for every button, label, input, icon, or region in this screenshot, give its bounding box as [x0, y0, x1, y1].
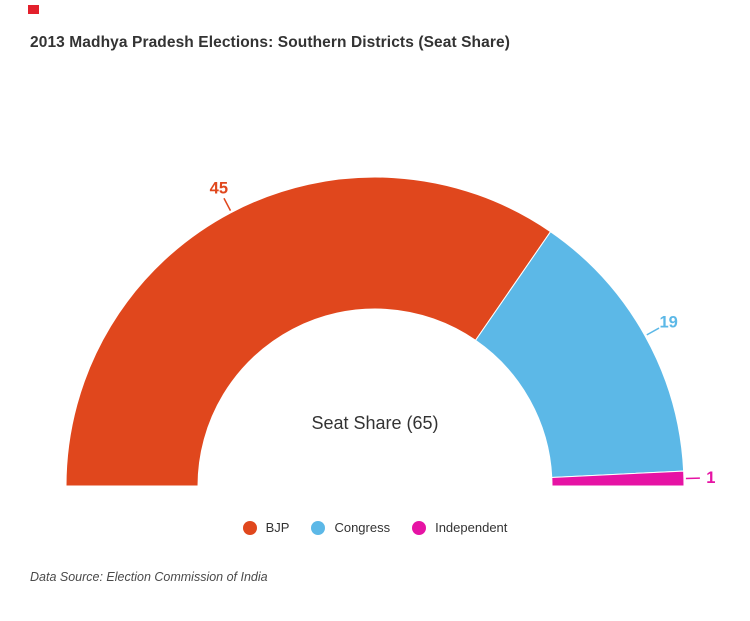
congress-value-label: 19	[659, 314, 677, 332]
brand-mark	[28, 5, 39, 14]
segment-independent	[551, 470, 685, 487]
legend-item-congress: Congress	[311, 520, 390, 535]
center-label: Seat Share (65)	[311, 413, 438, 433]
bjp-value-label: 45	[210, 179, 228, 197]
congress-color-dot	[311, 520, 326, 535]
legend-item-independent: Independent	[412, 520, 507, 535]
independent-color-dot	[412, 520, 427, 535]
segment-bjp	[65, 176, 552, 487]
independent-value-label: 1	[706, 469, 715, 487]
source-note: Data Source: Election Commission of Indi…	[30, 570, 268, 584]
congress-callout-line	[646, 327, 660, 336]
legend-label-bjp: BJP	[265, 520, 290, 535]
legend: BJP Congress Independent	[0, 520, 750, 535]
legend-item-bjp: BJP	[242, 520, 290, 535]
segment-congress	[474, 231, 685, 478]
bjp-color-dot	[242, 520, 257, 535]
chart-title: 2013 Madhya Pradesh Elections: Southern …	[30, 34, 510, 51]
legend-label-independent: Independent	[435, 520, 508, 535]
legend-label-congress: Congress	[334, 520, 391, 535]
bjp-callout-line	[223, 197, 232, 211]
